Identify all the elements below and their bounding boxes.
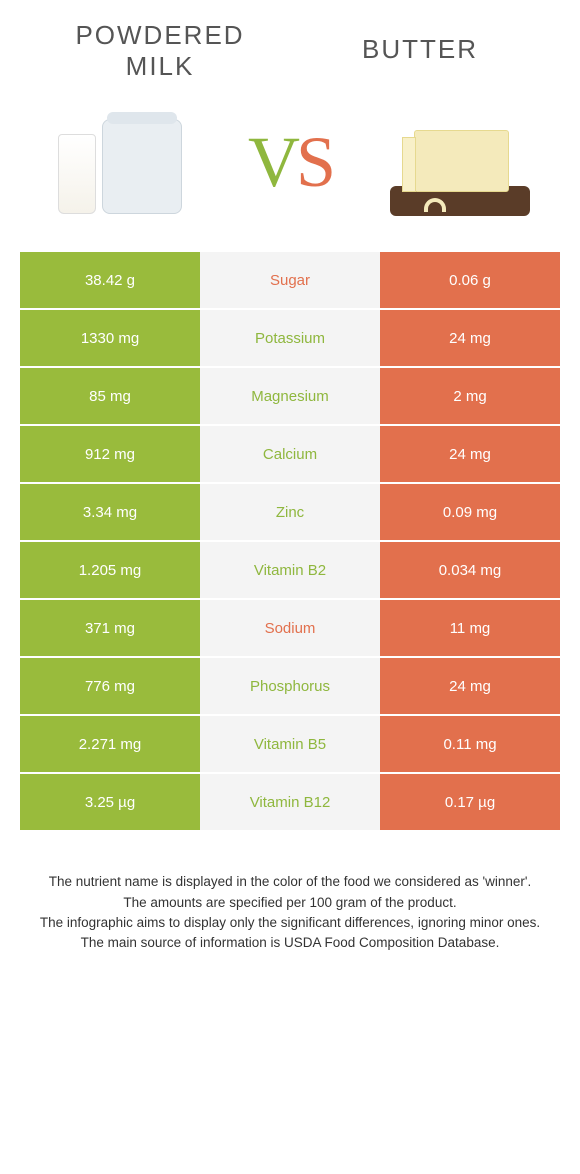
nutrient-label: Magnesium bbox=[200, 368, 380, 424]
nutrient-left-value: 3.25 µg bbox=[20, 774, 200, 830]
nutrient-row: 2.271 mgVitamin B50.11 mg bbox=[20, 716, 560, 772]
footer-line2: The amounts are specified per 100 gram o… bbox=[30, 893, 550, 913]
nutrient-left-value: 776 mg bbox=[20, 658, 200, 714]
footer-line1: The nutrient name is displayed in the co… bbox=[30, 872, 550, 892]
nutrient-right-value: 0.06 g bbox=[380, 252, 560, 308]
images-row: VS bbox=[0, 92, 580, 252]
nutrient-right-value: 0.11 mg bbox=[380, 716, 560, 772]
nutrient-left-value: 3.34 mg bbox=[20, 484, 200, 540]
header: POWDERED MILK BUTTER bbox=[0, 0, 580, 92]
nutrient-right-value: 11 mg bbox=[380, 600, 560, 656]
nutrient-row: 912 mgCalcium24 mg bbox=[20, 426, 560, 482]
nutrient-right-value: 24 mg bbox=[380, 658, 560, 714]
nutrient-row: 38.42 gSugar0.06 g bbox=[20, 252, 560, 308]
nutrient-row: 85 mgMagnesium2 mg bbox=[20, 368, 560, 424]
vs-s: S bbox=[296, 122, 332, 202]
nutrient-right-value: 0.09 mg bbox=[380, 484, 560, 540]
nutrient-label: Zinc bbox=[200, 484, 380, 540]
nutrient-label: Vitamin B2 bbox=[200, 542, 380, 598]
nutrient-right-value: 24 mg bbox=[380, 426, 560, 482]
nutrient-row: 3.25 µgVitamin B120.17 µg bbox=[20, 774, 560, 830]
nutrient-row: 1330 mgPotassium24 mg bbox=[20, 310, 560, 366]
nutrient-left-value: 371 mg bbox=[20, 600, 200, 656]
nutrient-label: Calcium bbox=[200, 426, 380, 482]
nutrient-label: Potassium bbox=[200, 310, 380, 366]
nutrient-label: Sugar bbox=[200, 252, 380, 308]
nutrient-row: 1.205 mgVitamin B20.034 mg bbox=[20, 542, 560, 598]
footer-notes: The nutrient name is displayed in the co… bbox=[0, 832, 580, 953]
nutrient-row: 776 mgPhosphorus24 mg bbox=[20, 658, 560, 714]
footer-line4: The main source of information is USDA F… bbox=[30, 933, 550, 953]
food-left-title-line1: POWDERED bbox=[75, 20, 244, 50]
nutrient-left-value: 2.271 mg bbox=[20, 716, 200, 772]
nutrient-right-value: 24 mg bbox=[380, 310, 560, 366]
vs-v: V bbox=[248, 122, 296, 202]
food-right-image bbox=[380, 102, 540, 222]
nutrient-right-value: 2 mg bbox=[380, 368, 560, 424]
nutrient-label: Sodium bbox=[200, 600, 380, 656]
nutrient-right-value: 0.034 mg bbox=[380, 542, 560, 598]
vs-label: VS bbox=[248, 121, 332, 204]
food-left-title: POWDERED MILK bbox=[60, 20, 260, 82]
nutrient-right-value: 0.17 µg bbox=[380, 774, 560, 830]
food-left-title-line2: MILK bbox=[126, 51, 195, 81]
nutrient-left-value: 1.205 mg bbox=[20, 542, 200, 598]
nutrient-label: Phosphorus bbox=[200, 658, 380, 714]
nutrient-row: 371 mgSodium11 mg bbox=[20, 600, 560, 656]
food-right-title: BUTTER bbox=[320, 20, 520, 82]
nutrient-label: Vitamin B5 bbox=[200, 716, 380, 772]
nutrient-table: 38.42 gSugar0.06 g1330 mgPotassium24 mg8… bbox=[20, 252, 560, 830]
nutrient-left-value: 85 mg bbox=[20, 368, 200, 424]
nutrient-left-value: 1330 mg bbox=[20, 310, 200, 366]
nutrient-label: Vitamin B12 bbox=[200, 774, 380, 830]
food-left-image bbox=[40, 102, 200, 222]
nutrient-row: 3.34 mgZinc0.09 mg bbox=[20, 484, 560, 540]
nutrient-left-value: 38.42 g bbox=[20, 252, 200, 308]
footer-line3: The infographic aims to display only the… bbox=[30, 913, 550, 933]
nutrient-left-value: 912 mg bbox=[20, 426, 200, 482]
